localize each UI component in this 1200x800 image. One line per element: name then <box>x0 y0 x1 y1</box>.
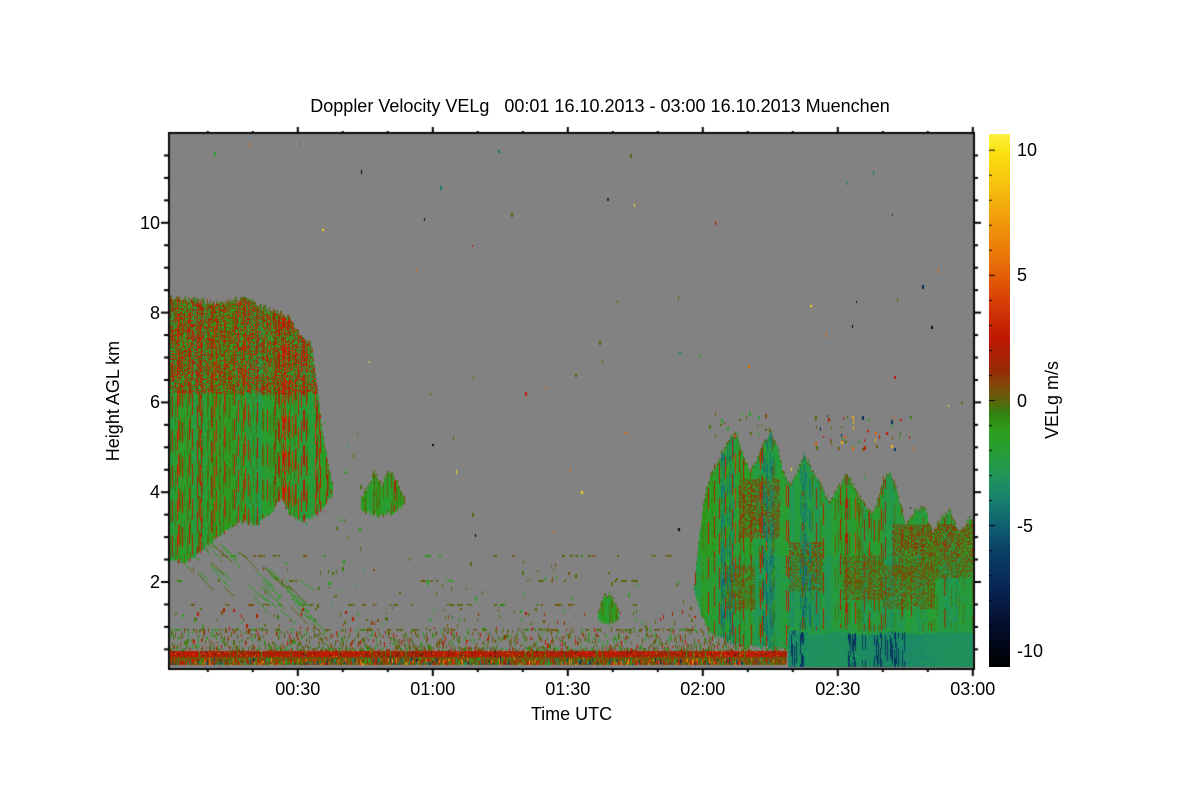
x-tick-label: 02:30 <box>815 679 861 699</box>
x-axis-title: Time UTC <box>530 704 613 724</box>
colorbar-tick-label: 10 <box>1017 140 1038 161</box>
y-tick-label: 2 <box>149 572 160 592</box>
x-tick-label: 02:00 <box>680 679 726 699</box>
y-tick-label: 8 <box>149 302 160 323</box>
x-tick-label: 00:30 <box>275 679 321 699</box>
colorbar-tick-label: 0 <box>1017 390 1028 411</box>
colorbar-tick-label: -5 <box>1017 515 1034 536</box>
x-tick-label: 01:30 <box>545 679 591 699</box>
x-tick-label: 01:00 <box>410 679 456 699</box>
y-tick-label: 4 <box>149 482 160 503</box>
colorbar-tick-label: 5 <box>1017 265 1028 286</box>
x-tick-label: 03:00 <box>950 679 996 699</box>
y-tick-label: 10 <box>139 212 160 233</box>
y-tick-label: 6 <box>149 392 160 413</box>
colorbar-tick-label: -10 <box>1017 640 1044 661</box>
